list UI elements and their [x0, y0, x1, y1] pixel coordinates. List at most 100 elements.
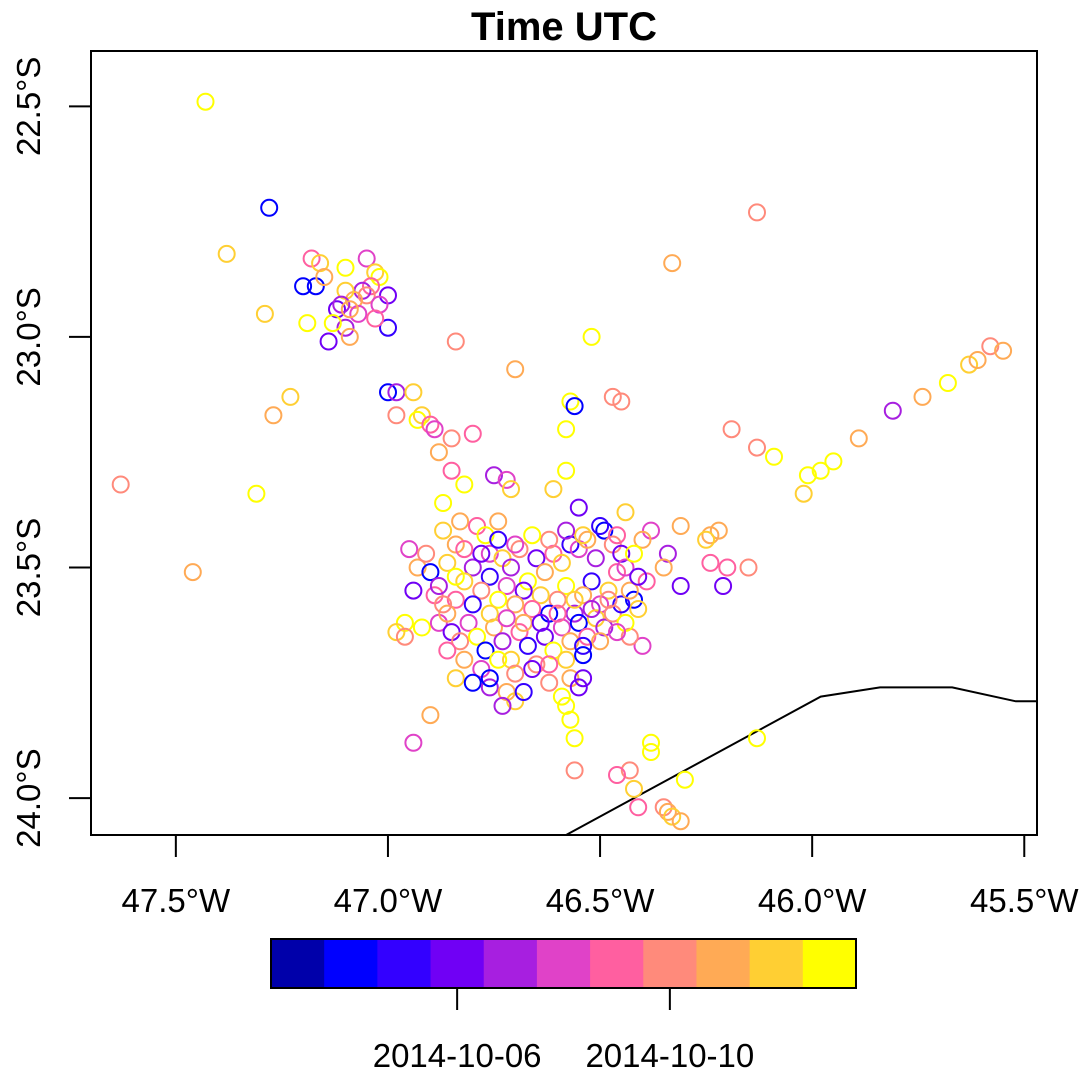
- data-point: [111, 475, 130, 494]
- y-tick-label: 24.0°S: [10, 748, 47, 847]
- data-point: [451, 512, 470, 531]
- data-point: [540, 673, 559, 692]
- data-point: [625, 590, 643, 609]
- data-point: [938, 374, 957, 392]
- data-point: [442, 429, 461, 448]
- data-point: [608, 766, 626, 784]
- data-point: [565, 397, 584, 416]
- data-point: [446, 567, 465, 586]
- data-point: [502, 480, 520, 499]
- data-point: [701, 553, 720, 572]
- data-point: [968, 351, 987, 369]
- data-point: [569, 678, 588, 697]
- data-point: [434, 595, 453, 614]
- data-point: [625, 779, 643, 798]
- data-point: [183, 563, 202, 582]
- x-tick-label: 46.0°W: [758, 882, 867, 919]
- data-point: [468, 517, 486, 535]
- data-point: [298, 314, 317, 333]
- data-point: [340, 327, 359, 346]
- data-point: [531, 613, 550, 632]
- data-point: [493, 632, 512, 651]
- plot-frame: [90, 50, 1038, 836]
- color-scale-swatch: [802, 939, 857, 988]
- y-axis: 22.5°S 23.0°S 23.5°S 24.0°S: [10, 57, 91, 848]
- data-point: [323, 314, 342, 333]
- data-point: [582, 327, 601, 346]
- data-point: [569, 498, 588, 517]
- data-point: [370, 268, 389, 286]
- data-point: [480, 678, 499, 697]
- data-point: [671, 577, 690, 595]
- data-point: [438, 641, 457, 660]
- data-point: [718, 558, 737, 577]
- data-point: [629, 798, 648, 817]
- data-point: [302, 249, 321, 268]
- data-points-layer: [111, 92, 1013, 831]
- data-point: [497, 470, 516, 489]
- data-point: [569, 613, 588, 632]
- chart-title: Time UTC: [471, 5, 657, 49]
- data-point: [442, 461, 461, 480]
- data-point: [544, 480, 563, 499]
- data-point: [574, 669, 593, 688]
- data-point: [574, 526, 593, 545]
- data-point: [582, 600, 601, 618]
- data-point: [217, 244, 236, 263]
- data-point: [620, 761, 639, 780]
- data-point: [642, 743, 660, 761]
- data-point: [412, 406, 431, 425]
- color-scale-swatch: [324, 939, 378, 988]
- data-point: [620, 581, 639, 600]
- data-point: [387, 406, 406, 425]
- data-point: [480, 669, 499, 688]
- data-point: [557, 521, 576, 540]
- data-point: [429, 443, 448, 462]
- data-point: [552, 553, 571, 572]
- coastline: [565, 686, 1037, 835]
- color-scale-swatch: [643, 939, 697, 988]
- data-point: [765, 447, 783, 466]
- data-point: [446, 590, 465, 609]
- data-point: [540, 530, 559, 549]
- data-point: [548, 604, 567, 623]
- data-point: [671, 517, 690, 535]
- data-point: [612, 392, 631, 411]
- data-point: [438, 553, 457, 572]
- coastline-layer: [565, 686, 1037, 835]
- data-point: [629, 600, 648, 618]
- data-point: [472, 544, 491, 563]
- data-point: [675, 770, 694, 789]
- data-point: [599, 581, 618, 600]
- data-point: [387, 623, 406, 642]
- data-point: [196, 92, 215, 111]
- data-point: [438, 604, 457, 623]
- data-point: [637, 572, 656, 591]
- data-point: [616, 503, 635, 522]
- data-point: [654, 558, 673, 577]
- data-point: [421, 415, 440, 434]
- data-point: [412, 618, 431, 637]
- data-point: [395, 627, 414, 646]
- y-tick-label: 23.5°S: [10, 518, 47, 617]
- data-point: [247, 484, 266, 503]
- data-point: [472, 581, 491, 600]
- color-scale-swatch: [271, 939, 325, 988]
- color-scale-tick-label: 2014-10-10: [585, 1037, 754, 1074]
- data-point: [480, 544, 499, 563]
- y-tick-label: 23.0°S: [10, 287, 47, 386]
- data-point: [586, 609, 605, 628]
- data-point: [455, 540, 474, 559]
- data-point: [455, 475, 474, 494]
- data-point: [489, 530, 508, 549]
- data-point: [616, 558, 635, 577]
- data-point: [798, 466, 817, 485]
- data-point: [264, 406, 283, 425]
- data-point: [642, 733, 660, 752]
- data-point: [608, 526, 626, 545]
- data-point: [557, 577, 576, 595]
- data-point: [565, 761, 584, 780]
- data-point: [574, 636, 593, 655]
- data-point: [565, 729, 584, 748]
- data-point: [608, 563, 626, 582]
